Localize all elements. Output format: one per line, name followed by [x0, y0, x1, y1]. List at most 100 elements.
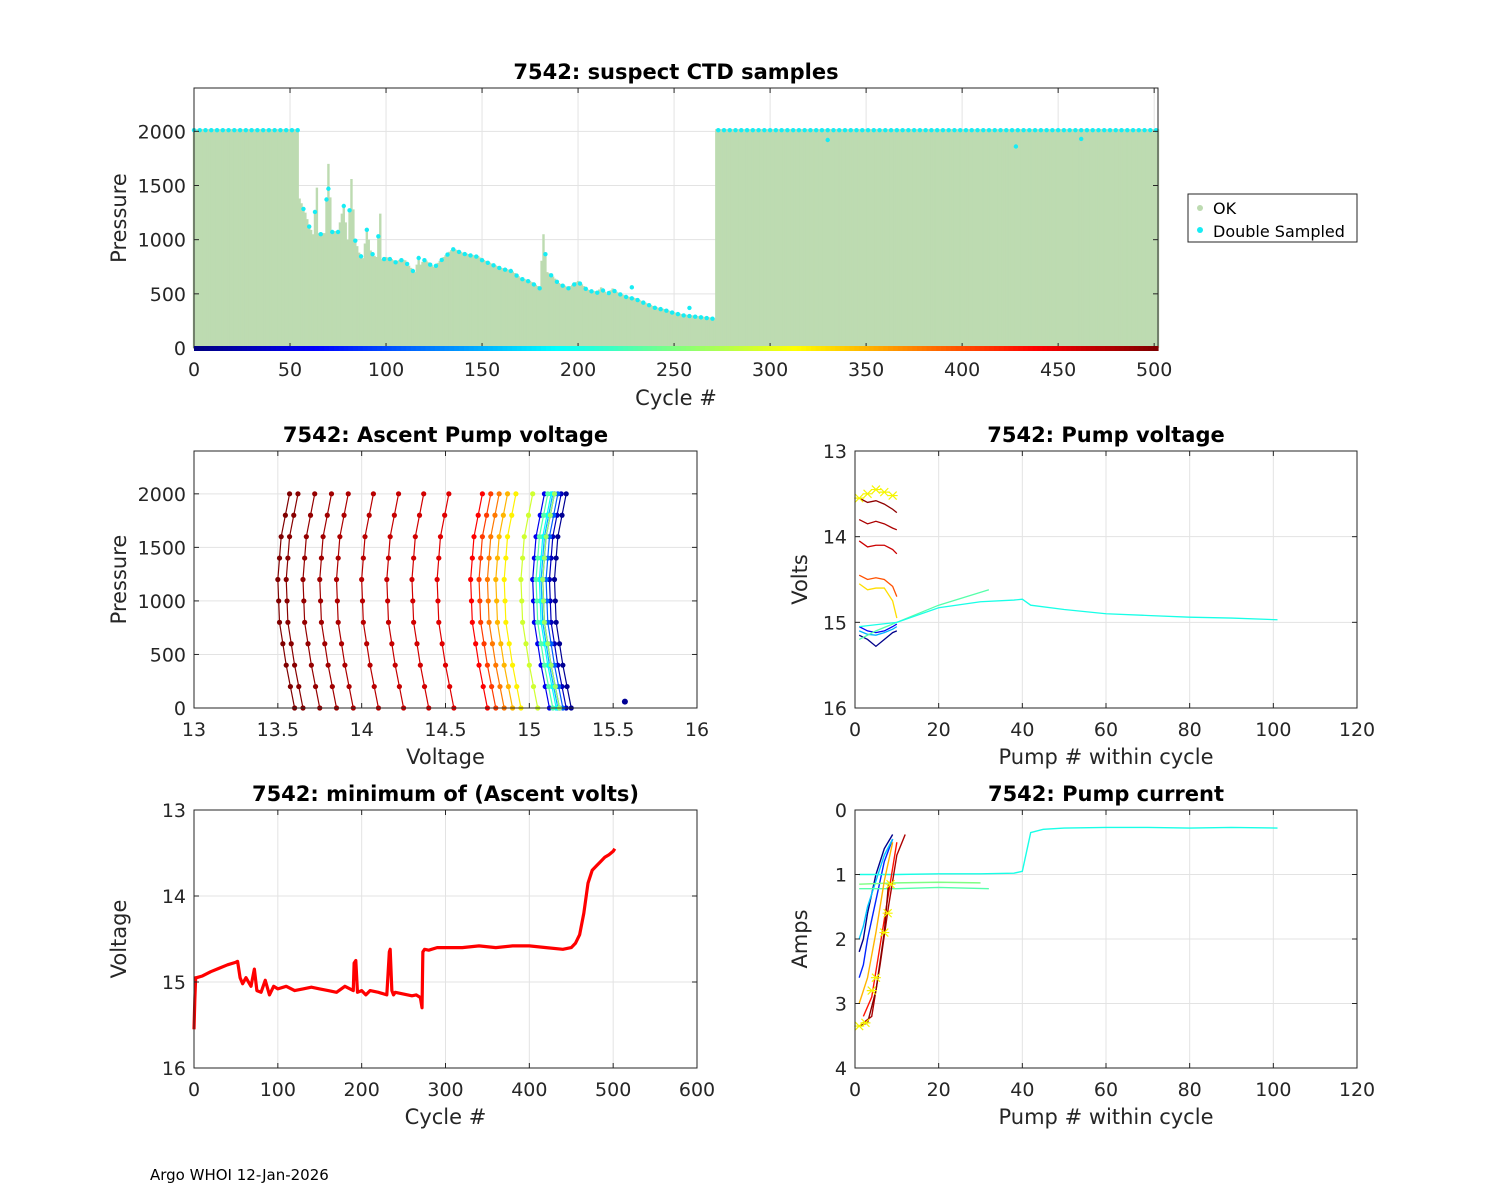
double-sampled-point — [1067, 127, 1072, 133]
colorbar-segment — [584, 346, 590, 351]
double-sampled-point — [785, 127, 790, 133]
y-tick-label: 13 — [162, 800, 186, 822]
ascent-profile-point — [488, 534, 494, 540]
ascent-profile-point — [367, 662, 373, 668]
double-sampled-point — [790, 127, 796, 133]
double-sampled-point — [940, 127, 946, 133]
colorbar-segment — [237, 346, 243, 351]
x-tick-label: 13.5 — [257, 719, 299, 741]
ascent-profile-point — [540, 576, 546, 583]
double-sampled-point — [416, 255, 421, 261]
double-sampled-point — [278, 127, 283, 133]
ascent-profile-point — [488, 491, 494, 497]
double-sampled-point — [888, 127, 894, 133]
double-sampled-point — [1009, 127, 1015, 133]
colorbar-segment — [704, 346, 711, 351]
double-sampled-point — [387, 256, 393, 262]
double-sampled-point — [404, 261, 410, 267]
colorbar-segment — [627, 346, 634, 351]
double-sampled-point — [1078, 136, 1084, 142]
colorbar-segment — [449, 346, 455, 351]
ascent-profile-point — [278, 534, 284, 540]
ascent-profile-point — [301, 598, 307, 604]
double-sampled-point — [623, 294, 629, 300]
colorbar-segment — [955, 346, 961, 351]
ascent-profile-point — [556, 641, 563, 647]
double-sampled-point — [1078, 127, 1084, 133]
colorbar-segment — [560, 346, 566, 351]
ascent-profile-point — [520, 619, 526, 625]
double-sampled-point — [981, 127, 986, 133]
colorbar-segment — [680, 346, 687, 351]
double-sampled-point — [808, 127, 813, 133]
ascent-profile-point — [280, 641, 286, 647]
ascent-profile-point — [442, 662, 449, 668]
double-sampled-point — [687, 305, 692, 311]
x-tick-label: 20 — [927, 1079, 951, 1101]
pump-current-line — [862, 842, 898, 1017]
y-tick-label: 500 — [150, 644, 186, 666]
double-sampled-point — [301, 206, 306, 212]
double-sampled-point — [381, 256, 387, 262]
colorbar-segment — [396, 346, 402, 351]
double-sampled-point — [796, 127, 802, 133]
colorbar-segment — [810, 346, 817, 351]
double-sampled-point — [865, 127, 871, 133]
ascent-profile-point — [513, 491, 519, 497]
ascent-profile-point — [514, 683, 520, 690]
double-sampled-point — [479, 257, 485, 263]
y-tick-label: 0 — [835, 800, 847, 822]
colorbar-tick-label: 350 — [848, 359, 884, 381]
colorbar-segment — [266, 346, 272, 351]
x-tick-label: 200 — [344, 1079, 380, 1101]
x-tick-label: 100 — [1255, 719, 1291, 741]
colorbar-segment — [685, 346, 692, 351]
ascent-profile-point — [447, 683, 453, 690]
double-sampled-point — [456, 249, 462, 255]
axes-pumpv: 0 20 40 60 80 100 120 13 14 15 16 7542: Pump voltag… — [788, 423, 1375, 769]
double-sampled-point — [433, 263, 439, 268]
y-tick-label: 1000 — [138, 230, 186, 252]
y-tick-label: 1500 — [138, 176, 186, 198]
colorbar-segment — [333, 346, 340, 351]
ascent-profile-point — [286, 491, 293, 497]
double-sampled-point — [837, 127, 842, 133]
double-sampled-point — [474, 254, 479, 259]
double-sampled-point — [272, 127, 277, 133]
double-sampled-point — [1032, 127, 1038, 133]
colorbar-segment — [338, 346, 345, 351]
colorbar-segment — [381, 346, 388, 351]
double-sampled-point — [721, 127, 727, 133]
colorbar-segment — [1023, 346, 1029, 351]
ascent-profile-point — [416, 512, 423, 518]
ascent-profile-point — [409, 576, 415, 583]
double-sampled-point — [618, 292, 623, 297]
double-sampled-point — [226, 127, 231, 133]
colorbar-segment — [203, 346, 210, 351]
x-tick-label: 16 — [685, 719, 709, 741]
ascent-profile-point — [540, 598, 547, 604]
colorbar-segment — [198, 346, 205, 351]
colorbar-segment — [1051, 346, 1058, 351]
colorbar-segment — [729, 346, 735, 351]
colorbar-segment — [478, 346, 484, 351]
colorbar-tick-label: 500 — [1136, 359, 1172, 381]
ascent-profile-point — [371, 683, 377, 690]
ascent-profile-point — [551, 491, 558, 497]
ascent-profile-point — [364, 641, 370, 647]
double-sampled-point — [877, 127, 882, 133]
x-tick-label: 40 — [1010, 1079, 1034, 1101]
ticks — [854, 450, 1358, 709]
colorbar-segment — [979, 346, 986, 351]
legend-ok-label: OK — [1213, 199, 1237, 218]
x-tick-label: 60 — [1094, 719, 1118, 741]
double-sampled-point — [646, 303, 652, 308]
chart-title: 7542: minimum of (Ascent volts) — [252, 782, 639, 806]
colorbar-segment — [849, 346, 855, 351]
ascent-profile-point — [337, 534, 343, 540]
double-sampled-point — [318, 231, 323, 237]
colorbar-segment — [468, 346, 475, 351]
colorbar-segment — [888, 346, 894, 351]
double-sampled-point — [295, 127, 300, 133]
double-sampled-point — [727, 127, 732, 133]
